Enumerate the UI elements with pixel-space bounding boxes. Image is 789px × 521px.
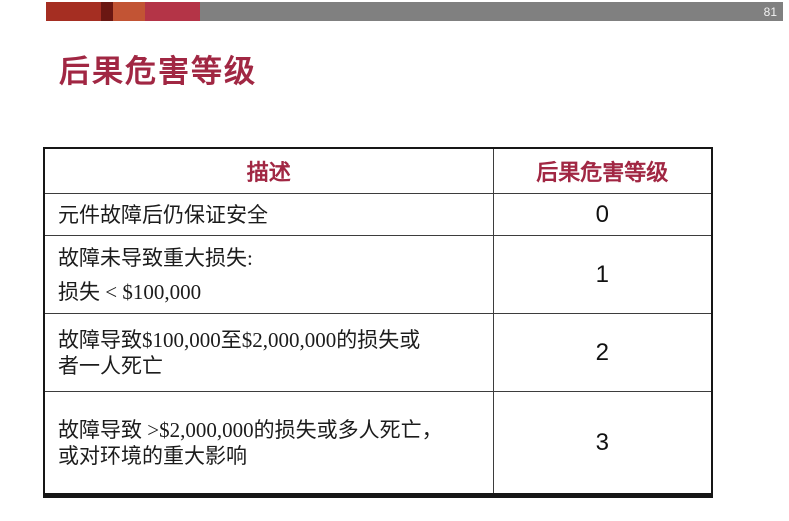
row-description-cell: 故障导致$100,000至$2,000,000的损失或 者一人死亡 [43,313,494,392]
column-header-description: 描述 [43,147,494,194]
row-description-cell: 故障导致 >$2,000,000的损失或多人死亡， 或对环境的重大影响 [43,391,494,496]
description-text-line1: 故障导致$100,000至$2,000,000的损失或 [58,327,421,352]
table-row-level-0: 元件故障后仍保证安全 0 [43,193,713,236]
column-header-level: 后果危害等级 [492,147,713,194]
row-level-cell: 1 [492,235,713,314]
table-row-level-2: 故障导致$100,000至$2,000,000的损失或 者一人死亡 2 [43,313,713,392]
row-level-cell: 3 [492,391,713,496]
accent-block-1 [46,2,101,21]
header-bar: 81 [0,0,789,24]
description-text-line2: 或对环境的重大影响 [58,443,247,468]
page-number: 81 [763,4,777,19]
consequence-severity-table: 描述 后果危害等级 元件故障后仍保证安全 0 故障未导致重大损失: 损失 < $… [43,147,713,498]
table-header-row: 描述 后果危害等级 [43,147,713,194]
description-text-line1: 故障未导致重大损失: [58,245,253,270]
row-description-cell: 故障未导致重大损失: 损失 < $100,000 [43,235,494,314]
table-row-level-1: 故障未导致重大损失: 损失 < $100,000 1 [43,235,713,314]
description-text-line1: 故障导致 >$2,000,000的损失或多人死亡， [58,417,443,442]
slide-title: 后果危害等级 [59,54,257,89]
table-row-level-3: 故障导致 >$2,000,000的损失或多人死亡， 或对环境的重大影响 3 [43,391,713,496]
page-number-bar: 81 [200,2,783,21]
row-description-cell: 元件故障后仍保证安全 [43,193,494,236]
description-text-line2: 损失 < $100,000 [58,279,202,304]
row-level-cell: 2 [492,313,713,392]
accent-block-2 [101,2,113,21]
row-level-cell: 0 [492,193,713,236]
accent-block-4 [145,2,200,21]
accent-block-3 [113,2,145,21]
description-text: 元件故障后仍保证安全 [58,202,268,227]
description-text-line2: 者一人死亡 [58,353,163,378]
